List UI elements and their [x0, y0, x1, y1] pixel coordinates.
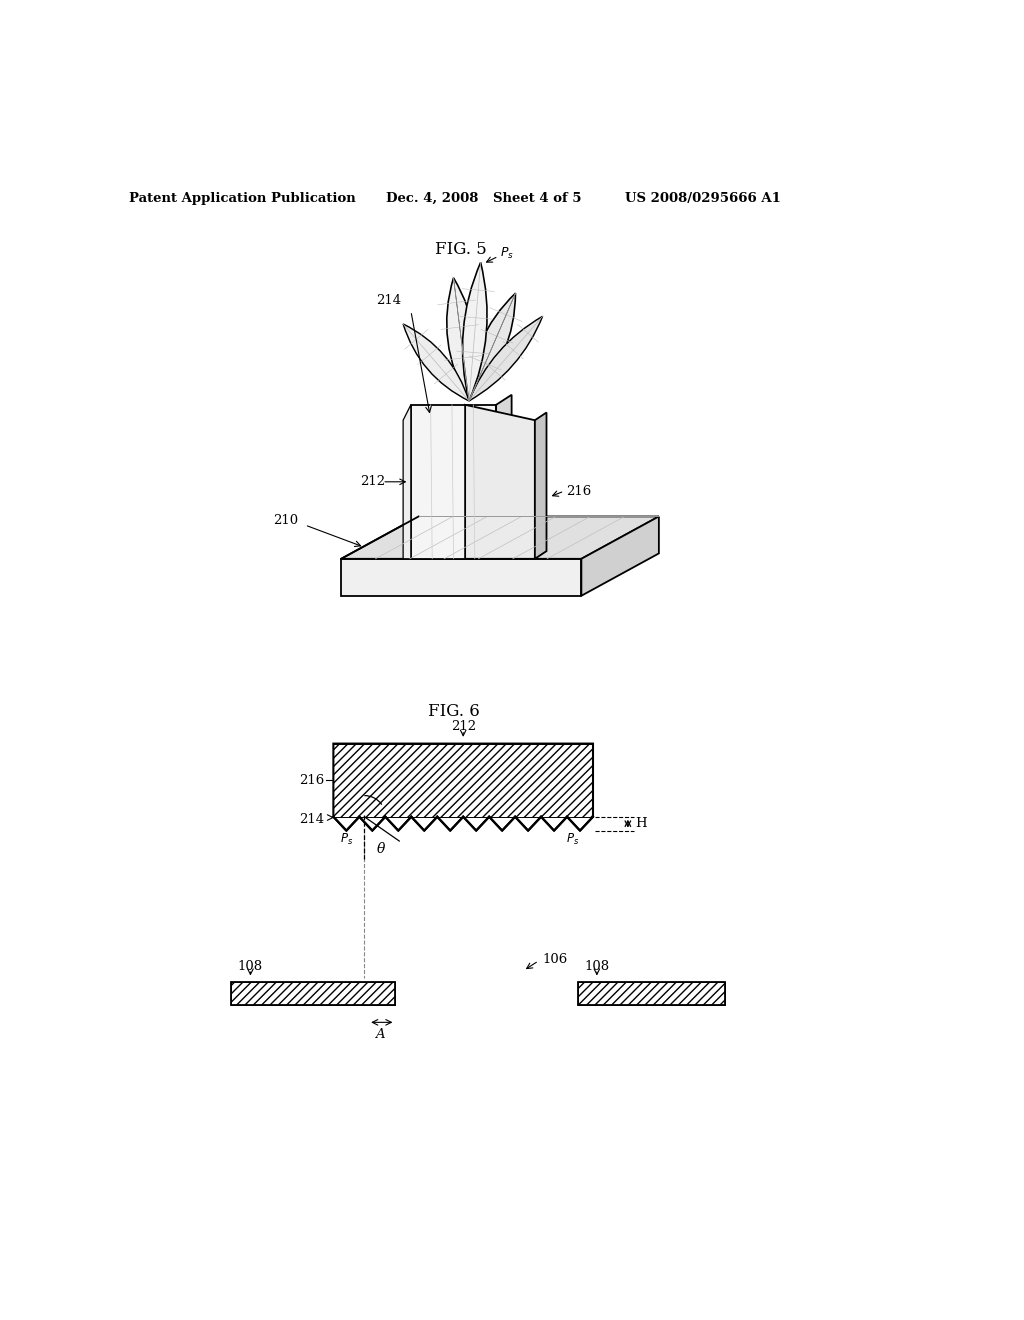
- Text: US 2008/0295666 A1: US 2008/0295666 A1: [625, 191, 781, 205]
- PathPatch shape: [403, 323, 469, 401]
- Text: $P_s$: $P_s$: [500, 246, 514, 260]
- Polygon shape: [411, 405, 496, 558]
- Text: 214: 214: [299, 813, 324, 825]
- Text: 216: 216: [299, 774, 324, 787]
- Polygon shape: [535, 412, 547, 558]
- Polygon shape: [334, 743, 593, 830]
- Polygon shape: [582, 516, 658, 595]
- Text: A: A: [375, 1028, 385, 1041]
- Text: 210: 210: [273, 513, 299, 527]
- Text: 108: 108: [585, 961, 609, 973]
- Text: 216: 216: [566, 484, 591, 498]
- Text: FIG. 5: FIG. 5: [435, 240, 487, 257]
- PathPatch shape: [469, 293, 515, 401]
- Text: FIG. 6: FIG. 6: [428, 702, 479, 719]
- Text: 106: 106: [543, 953, 568, 966]
- Text: 212: 212: [451, 721, 476, 733]
- Polygon shape: [578, 982, 725, 1006]
- PathPatch shape: [446, 277, 476, 401]
- Polygon shape: [496, 395, 512, 558]
- Text: $P_s$: $P_s$: [565, 833, 579, 847]
- Polygon shape: [231, 982, 395, 1006]
- PathPatch shape: [463, 263, 487, 401]
- Text: Dec. 4, 2008: Dec. 4, 2008: [386, 191, 479, 205]
- PathPatch shape: [469, 317, 543, 401]
- Text: $P_s$: $P_s$: [340, 833, 353, 847]
- Polygon shape: [341, 558, 582, 595]
- Text: 212: 212: [360, 475, 386, 488]
- Polygon shape: [341, 516, 658, 558]
- Polygon shape: [465, 405, 535, 558]
- Text: 108: 108: [238, 961, 263, 973]
- Text: H: H: [636, 817, 647, 830]
- Text: Sheet 4 of 5: Sheet 4 of 5: [493, 191, 582, 205]
- Text: θ: θ: [377, 842, 385, 857]
- Text: 214: 214: [376, 294, 401, 308]
- Polygon shape: [403, 405, 411, 558]
- Text: Patent Application Publication: Patent Application Publication: [129, 191, 356, 205]
